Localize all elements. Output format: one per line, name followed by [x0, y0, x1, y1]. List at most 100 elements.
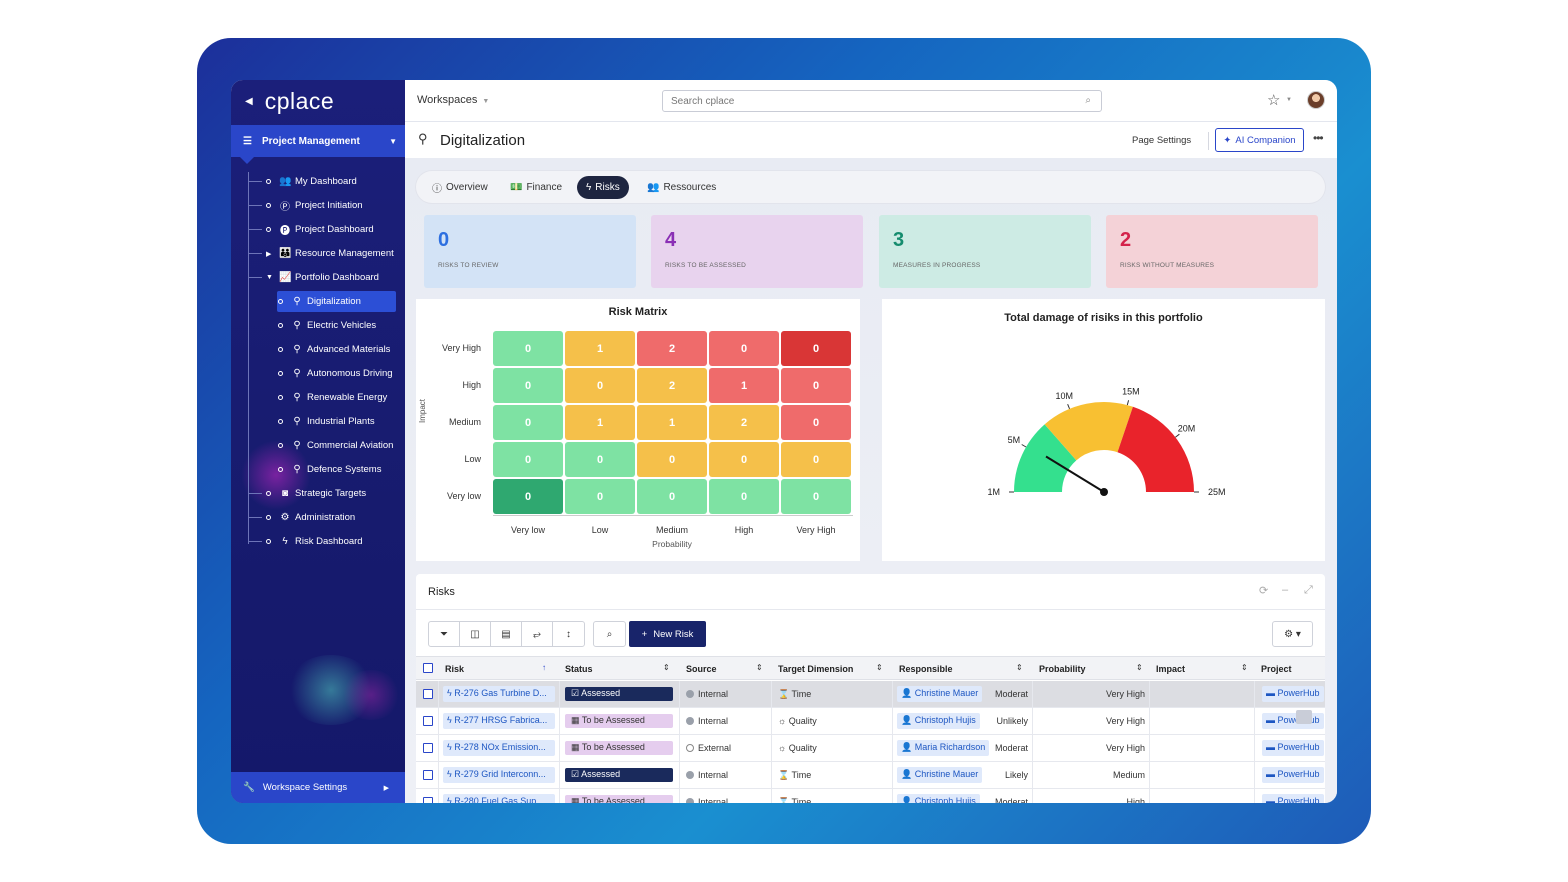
- column-header-probability[interactable]: Probability: [1039, 664, 1086, 674]
- column-header-status[interactable]: Status: [565, 664, 593, 674]
- tab-risks[interactable]: ϟ Risks: [577, 176, 629, 199]
- matrix-cell[interactable]: 0: [709, 479, 779, 514]
- risk-link[interactable]: ϟ R-276 Gas Turbine D...: [443, 686, 555, 702]
- risk-link[interactable]: ϟ R-278 NOx Emission...: [443, 740, 555, 756]
- expand-icon[interactable]: ⤢: [1304, 584, 1313, 596]
- sidebar-item-autonomous-driving[interactable]: ⚲ Autonomous Driving: [278, 363, 393, 384]
- matrix-cell[interactable]: 0: [781, 368, 851, 403]
- calculator-icon[interactable]: ▤: [491, 622, 522, 646]
- table-row[interactable]: ϟ R-276 Gas Turbine D... ☑ Assessed Intern…: [416, 681, 1325, 708]
- table-row[interactable]: ϟ R-280 Fuel Gas Sup... ▦ To be Assessed I…: [416, 789, 1325, 803]
- matrix-cell[interactable]: 0: [493, 368, 563, 403]
- avatar[interactable]: [1307, 91, 1325, 109]
- row-checkbox[interactable]: [423, 797, 433, 803]
- project-link[interactable]: ▬ PowerHub: [1262, 713, 1324, 729]
- matrix-cell[interactable]: 1: [637, 405, 707, 440]
- matrix-cell[interactable]: 0: [709, 442, 779, 477]
- column-header-responsible[interactable]: Responsible: [899, 664, 953, 674]
- chevron-down-icon[interactable]: ▼: [1286, 97, 1292, 103]
- project-link[interactable]: ▬ PowerHub: [1262, 686, 1324, 702]
- row-checkbox[interactable]: [423, 743, 433, 753]
- chevron-right-icon[interactable]: ▶: [266, 250, 272, 258]
- tab-overview[interactable]: ⓘ Overview: [423, 176, 497, 199]
- matrix-cell[interactable]: 0: [565, 479, 635, 514]
- matrix-cell[interactable]: 2: [637, 368, 707, 403]
- sidebar-item-industrial-plants[interactable]: ⚲ Industrial Plants: [278, 411, 375, 432]
- column-header-risk[interactable]: Risk: [445, 664, 465, 674]
- columns-icon[interactable]: ◫: [460, 622, 491, 646]
- sidebar-item-renewable-energy[interactable]: ⚲ Renewable Energy: [278, 387, 387, 408]
- search-icon[interactable]: ⌕: [606, 628, 613, 640]
- risk-link[interactable]: ϟ R-277 HRSG Fabrica...: [443, 713, 555, 729]
- minimize-icon[interactable]: –: [1282, 584, 1289, 596]
- sidebar-item-electric-vehicles[interactable]: ⚲ Electric Vehicles: [278, 315, 376, 336]
- refresh-icon[interactable]: ⟳: [1259, 585, 1269, 597]
- sort-icon[interactable]: ⇕: [1241, 663, 1248, 672]
- sort-icon[interactable]: ⇕: [1016, 663, 1023, 672]
- scroll-handle[interactable]: [1296, 710, 1312, 724]
- table-row[interactable]: ϟ R-278 NOx Emission... ▦ To be Assessed E…: [416, 735, 1325, 762]
- table-settings-button[interactable]: ⚙ ▾: [1272, 621, 1313, 647]
- more-icon[interactable]: •••: [1313, 131, 1324, 145]
- star-icon[interactable]: ☆: [1267, 92, 1281, 109]
- sort-icon[interactable]: ⇕: [876, 663, 883, 672]
- risk-link[interactable]: ϟ R-279 Grid Interconn...: [443, 767, 555, 783]
- project-link[interactable]: ▬ PowerHub: [1262, 740, 1324, 756]
- matrix-cell[interactable]: 2: [637, 331, 707, 366]
- sort-icon[interactable]: ⇕: [663, 663, 670, 672]
- tab-finance[interactable]: 💵 Finance: [501, 176, 571, 199]
- column-header-target-dimension[interactable]: Target Dimension: [778, 664, 854, 674]
- sidebar-item-commercial-aviation[interactable]: ⚲ Commercial Aviation: [278, 435, 393, 456]
- responsible-link[interactable]: 👤 Christine Mauer: [897, 686, 983, 702]
- matrix-cell[interactable]: 1: [565, 405, 635, 440]
- matrix-cell[interactable]: 0: [781, 331, 851, 366]
- hierarchy-icon[interactable]: ⥂: [522, 622, 553, 646]
- responsible-link[interactable]: 👤 Maria Richardson: [897, 740, 990, 756]
- project-link[interactable]: ▬ PowerHub: [1262, 794, 1324, 803]
- risk-link[interactable]: ϟ R-280 Fuel Gas Sup...: [443, 794, 555, 803]
- sidebar-item-project-initiation[interactable]: Ⓟ Project Initiation: [248, 195, 363, 216]
- sidebar-item-strategic-targets[interactable]: ◙ Strategic Targets: [248, 483, 366, 504]
- ai-companion-button[interactable]: ✦ AI Companion: [1215, 128, 1304, 152]
- sort-asc-icon[interactable]: ↑: [542, 663, 546, 672]
- sidebar-item-advanced-materials[interactable]: ⚲ Advanced Materials: [278, 339, 390, 360]
- sort-icon[interactable]: ↕: [566, 628, 571, 640]
- sidebar-item-risk-dashboard[interactable]: ϟ Risk Dashboard: [248, 531, 363, 552]
- matrix-cell[interactable]: 0: [493, 405, 563, 440]
- matrix-cell[interactable]: 0: [637, 479, 707, 514]
- matrix-cell[interactable]: 0: [709, 331, 779, 366]
- column-header-project[interactable]: Project: [1261, 664, 1292, 674]
- kpi-card[interactable]: 4 RISKS TO BE ASSESSED: [651, 215, 863, 288]
- matrix-cell[interactable]: 2: [709, 405, 779, 440]
- sidebar-item-my-dashboard[interactable]: 👥 My Dashboard: [248, 171, 357, 192]
- sort-icon[interactable]: ⇕: [1136, 663, 1143, 672]
- workspaces-dropdown[interactable]: Workspaces ▼: [417, 94, 489, 106]
- sidebar-item-digitalization[interactable]: ⚲ Digitalization: [277, 291, 396, 312]
- filter-icon[interactable]: ⏷: [429, 622, 460, 646]
- column-header-impact[interactable]: Impact: [1156, 664, 1186, 674]
- matrix-cell[interactable]: 0: [781, 405, 851, 440]
- matrix-cell[interactable]: 0: [493, 442, 563, 477]
- collapse-icon[interactable]: ◀: [245, 95, 253, 107]
- row-checkbox[interactable]: [423, 770, 433, 780]
- workspace-settings-button[interactable]: 🔧 Workspace Settings ▶: [231, 772, 405, 803]
- row-checkbox[interactable]: [423, 689, 433, 699]
- matrix-cell[interactable]: 0: [637, 442, 707, 477]
- select-all-checkbox[interactable]: [423, 663, 433, 673]
- table-row[interactable]: ϟ R-277 HRSG Fabrica... ▦ To be Assessed I…: [416, 708, 1325, 735]
- sort-icon[interactable]: ⇕: [756, 663, 763, 672]
- new-risk-button[interactable]: + New Risk: [629, 621, 706, 647]
- matrix-cell[interactable]: 0: [493, 479, 563, 514]
- responsible-link[interactable]: 👤 Christoph Hujis: [897, 794, 980, 803]
- project-link[interactable]: ▬ PowerHub: [1262, 767, 1324, 783]
- module-selector[interactable]: ☰ Project Management ▼: [231, 125, 405, 157]
- column-header-source[interactable]: Source: [686, 664, 717, 674]
- responsible-link[interactable]: 👤 Christine Mauer: [897, 767, 983, 783]
- matrix-cell[interactable]: 0: [781, 442, 851, 477]
- sidebar-item-defence-systems[interactable]: ⚲ Defence Systems: [278, 459, 381, 480]
- sidebar-item-resource-management[interactable]: ▶ 👪 Resource Management: [248, 243, 394, 264]
- matrix-cell[interactable]: 0: [565, 442, 635, 477]
- sidebar-item-project-dashboard[interactable]: 🅟 Project Dashboard: [248, 219, 374, 240]
- responsible-link[interactable]: 👤 Christoph Hujis: [897, 713, 980, 729]
- search-input[interactable]: Search cplace ⌕: [662, 90, 1102, 112]
